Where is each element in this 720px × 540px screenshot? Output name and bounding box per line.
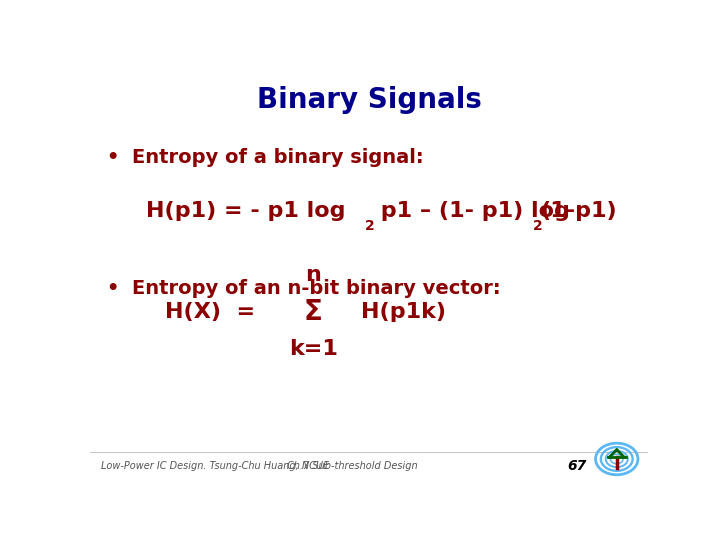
Text: 2: 2 (533, 219, 542, 233)
Text: •: • (107, 148, 119, 167)
Text: H(p1) = - p1 log: H(p1) = - p1 log (145, 200, 346, 220)
Text: 2: 2 (365, 219, 375, 233)
Text: (1-p1): (1-p1) (540, 200, 616, 220)
Text: 67: 67 (567, 459, 586, 473)
Text: H(p1k): H(p1k) (361, 302, 446, 322)
Text: p1 – (1- p1) log: p1 – (1- p1) log (373, 200, 570, 220)
Text: Ch.7 Sub-threshold Design: Ch.7 Sub-threshold Design (287, 461, 418, 471)
Text: H(X)  =: H(X) = (166, 302, 256, 322)
Text: •: • (107, 279, 119, 298)
Text: n: n (305, 265, 321, 285)
Text: Σ: Σ (304, 298, 323, 326)
Text: Entropy of a binary signal:: Entropy of a binary signal: (132, 148, 423, 167)
Text: Low-Power IC Design. Tsung-Chu Huang, NCUE: Low-Power IC Design. Tsung-Chu Huang, NC… (101, 461, 329, 471)
Text: Binary Signals: Binary Signals (256, 85, 482, 113)
Text: k=1: k=1 (289, 339, 338, 359)
Text: Entropy of an n-bit binary vector:: Entropy of an n-bit binary vector: (132, 279, 500, 298)
